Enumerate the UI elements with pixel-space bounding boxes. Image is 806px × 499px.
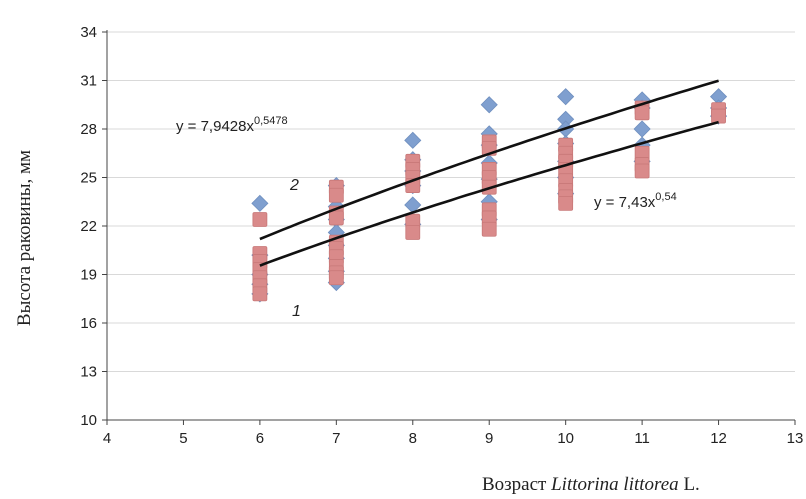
trend-curves bbox=[259, 79, 719, 267]
x-tick-label: 10 bbox=[557, 430, 574, 447]
data-point-square bbox=[481, 221, 497, 237]
y-tick-label: 31 bbox=[80, 73, 97, 90]
y-tick-label: 19 bbox=[80, 267, 97, 284]
y-tick-label: 13 bbox=[80, 364, 97, 381]
x-tick-label: 6 bbox=[256, 430, 264, 447]
x-tick-label: 11 bbox=[634, 430, 650, 447]
curve-label-1: 1 bbox=[292, 303, 301, 320]
y-tick-label: 22 bbox=[80, 218, 97, 235]
x-tick-label: 8 bbox=[409, 430, 417, 447]
y-tick-labels: 10 13 16 19 22 25 28 31 34 bbox=[80, 24, 97, 429]
x-tick-label: 9 bbox=[485, 430, 493, 447]
data-point-square bbox=[405, 225, 421, 240]
data-point-square bbox=[711, 108, 726, 124]
y-tick-label: 10 bbox=[80, 412, 97, 429]
data-point-diamond bbox=[251, 194, 269, 212]
gridlines bbox=[107, 31, 795, 372]
data-point-square bbox=[558, 195, 574, 211]
trend-curve-2 bbox=[259, 79, 719, 241]
axes bbox=[102, 30, 796, 425]
trend-curve-1 bbox=[259, 120, 719, 267]
data-point-diamond bbox=[480, 96, 498, 114]
y-tick-label: 16 bbox=[80, 315, 97, 332]
data-point-diamond bbox=[404, 131, 422, 149]
data-point-square bbox=[328, 187, 344, 203]
x-tick-label: 12 bbox=[710, 430, 727, 447]
data-point-square bbox=[328, 210, 344, 226]
x-tick-labels: 4 5 6 7 8 9 10 11 12 13 bbox=[103, 430, 804, 447]
data-point-square bbox=[634, 163, 650, 179]
data-point-square bbox=[328, 270, 344, 286]
data-point-diamond bbox=[557, 88, 575, 106]
y-tick-label: 34 bbox=[80, 24, 97, 41]
data-point-square bbox=[634, 105, 650, 121]
curve-label-2: 2 bbox=[289, 177, 299, 194]
data-point-diamond bbox=[633, 120, 651, 138]
data-point-square bbox=[252, 212, 268, 227]
equation-curve-1: y = 7,43x0,54 bbox=[594, 191, 677, 211]
x-tick-label: 13 bbox=[787, 430, 804, 447]
x-tick-label: 5 bbox=[179, 430, 187, 447]
y-tick-label: 28 bbox=[80, 121, 97, 138]
data-point-square bbox=[252, 286, 268, 302]
y-tick-label: 25 bbox=[80, 170, 97, 187]
x-tick-label: 4 bbox=[103, 430, 111, 447]
series-square-points bbox=[252, 100, 726, 302]
x-tick-label: 7 bbox=[332, 430, 340, 447]
y-axis-title: Высота раковины, мм bbox=[14, 150, 35, 326]
equation-curve-2: y = 7,9428x0,5478 bbox=[176, 115, 288, 135]
x-axis-title: Возраст Littorina littorea L. bbox=[482, 474, 700, 495]
